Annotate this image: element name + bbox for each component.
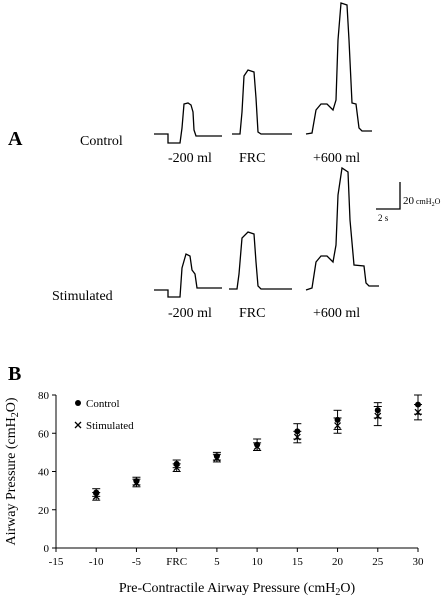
x-tick-label: FRC bbox=[166, 556, 187, 568]
y-tick-label: 20 bbox=[38, 505, 50, 517]
x-tick-label: -10 bbox=[89, 556, 104, 568]
stimulated-point bbox=[92, 492, 100, 500]
stimulated-point bbox=[414, 408, 422, 416]
control-trace-plus600 bbox=[305, 2, 372, 135]
stimulated-point bbox=[293, 433, 301, 441]
control-trace-frc bbox=[232, 69, 292, 135]
stimulated-trace-plus600 bbox=[305, 166, 379, 291]
legend-marker-control bbox=[75, 400, 81, 406]
control-label-frc: FRC bbox=[239, 151, 265, 166]
x-tick-label: -15 bbox=[49, 556, 64, 568]
control-point bbox=[294, 428, 301, 435]
stimulated-traces bbox=[154, 166, 379, 298]
control-label-minus200: -200 ml bbox=[168, 151, 212, 166]
x-axis-label: Pre-Contractile Airway Pressure (cmH2O) bbox=[119, 581, 356, 598]
legend-label: Control bbox=[86, 398, 120, 410]
scale-bar-lines bbox=[376, 182, 401, 210]
stimulated-trace-minus200 bbox=[154, 253, 222, 298]
legend-marker-stimulated bbox=[74, 421, 82, 429]
panel-a-label: A bbox=[8, 128, 23, 150]
legend: Control Stimulated bbox=[74, 398, 134, 432]
x-tick-label: 25 bbox=[372, 556, 384, 568]
y-tick-label: 60 bbox=[38, 428, 50, 440]
control-point bbox=[133, 478, 140, 485]
x-tick-label: 20 bbox=[332, 556, 344, 568]
y-tick-label: 80 bbox=[38, 390, 50, 402]
stimulated-point bbox=[334, 422, 342, 430]
y-tick-label: 0 bbox=[44, 543, 50, 555]
x-tick-label: 10 bbox=[252, 556, 264, 568]
row-label-control: Control bbox=[80, 134, 123, 149]
stimulated-trace-frc bbox=[229, 231, 292, 290]
control-label-plus600: +600 ml bbox=[313, 151, 360, 166]
row-label-stimulated: Stimulated bbox=[52, 289, 113, 304]
x-tick-label: 5 bbox=[214, 556, 220, 568]
control-traces bbox=[154, 2, 372, 144]
x-tick-label: 30 bbox=[413, 556, 425, 568]
y-axis-label: Airway Pressure (cmH2O) bbox=[4, 397, 21, 545]
scale-bar bbox=[376, 182, 401, 210]
x-ticks: -15 -10 -5 FRC 5 10 15 20 25 30 bbox=[49, 548, 424, 568]
stimulated-label-plus600: +600 ml bbox=[313, 306, 360, 321]
x-tick-label: -5 bbox=[132, 556, 142, 568]
stimulated-label-minus200: -200 ml bbox=[168, 306, 212, 321]
panel-b-label: B bbox=[8, 363, 21, 385]
data-points bbox=[92, 401, 422, 500]
control-point bbox=[254, 441, 261, 448]
stimulated-point bbox=[132, 479, 140, 487]
stimulated-point bbox=[213, 454, 221, 462]
stimulated-point bbox=[173, 464, 181, 472]
scatter-chart: 0 20 40 60 80 -15 -10 -5 FRC 5 10 15 20 25 30 Control… bbox=[4, 390, 424, 598]
control-point bbox=[374, 407, 381, 414]
stimulated-point bbox=[253, 443, 261, 451]
control-point bbox=[415, 401, 421, 408]
scale-bar-time: 2 s bbox=[378, 213, 389, 223]
control-point bbox=[213, 453, 220, 460]
legend-label: Stimulated bbox=[86, 420, 134, 432]
y-ticks: 0 20 40 60 80 bbox=[38, 390, 56, 555]
stimulated-label-frc: FRC bbox=[239, 306, 265, 321]
y-tick-label: 40 bbox=[38, 467, 50, 479]
scale-bar-pressure: 20 cmH2O bbox=[403, 195, 441, 208]
control-point bbox=[334, 416, 341, 423]
stimulated-point bbox=[374, 412, 382, 420]
control-trace-minus200 bbox=[154, 102, 222, 144]
x-tick-label: 15 bbox=[292, 556, 304, 568]
